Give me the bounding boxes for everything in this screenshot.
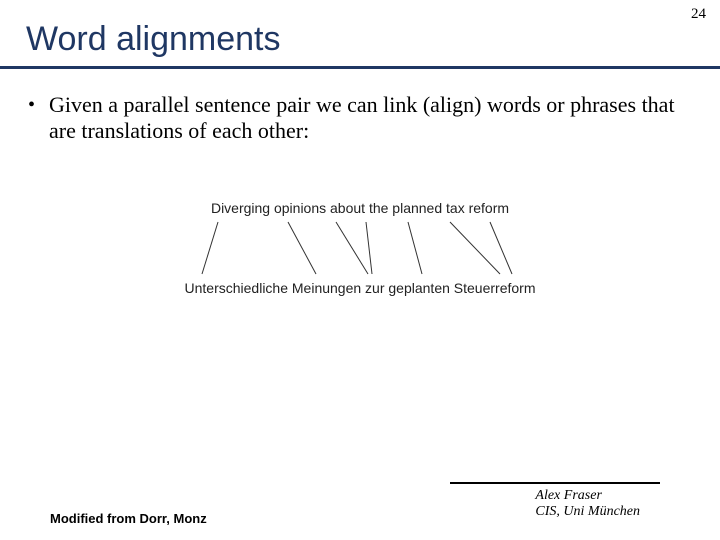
alignment-lines-svg <box>140 220 580 276</box>
slide: 24 Word alignments • Given a parallel se… <box>0 0 720 540</box>
author-block: Alex Fraser CIS, Uni München <box>535 488 640 520</box>
bullet-text: Given a parallel sentence pair we can li… <box>49 92 680 144</box>
alignment-diagram: Diverging opinions about the planned tax… <box>120 200 600 296</box>
modified-from: Modified from Dorr, Monz <box>50 511 207 526</box>
author-name: Alex Fraser <box>535 488 640 504</box>
slide-title: Word alignments <box>26 20 281 59</box>
author-affiliation: CIS, Uni München <box>535 504 640 520</box>
bullet-marker: • <box>28 92 35 118</box>
page-number: 24 <box>691 6 706 23</box>
title-underline <box>0 66 720 69</box>
english-sentence: Diverging opinions about the planned tax… <box>120 200 600 216</box>
footer-rule <box>450 482 660 484</box>
german-sentence: Unterschiedliche Meinungen zur geplanten… <box>120 280 600 296</box>
bullet-item: • Given a parallel sentence pair we can … <box>28 92 680 144</box>
